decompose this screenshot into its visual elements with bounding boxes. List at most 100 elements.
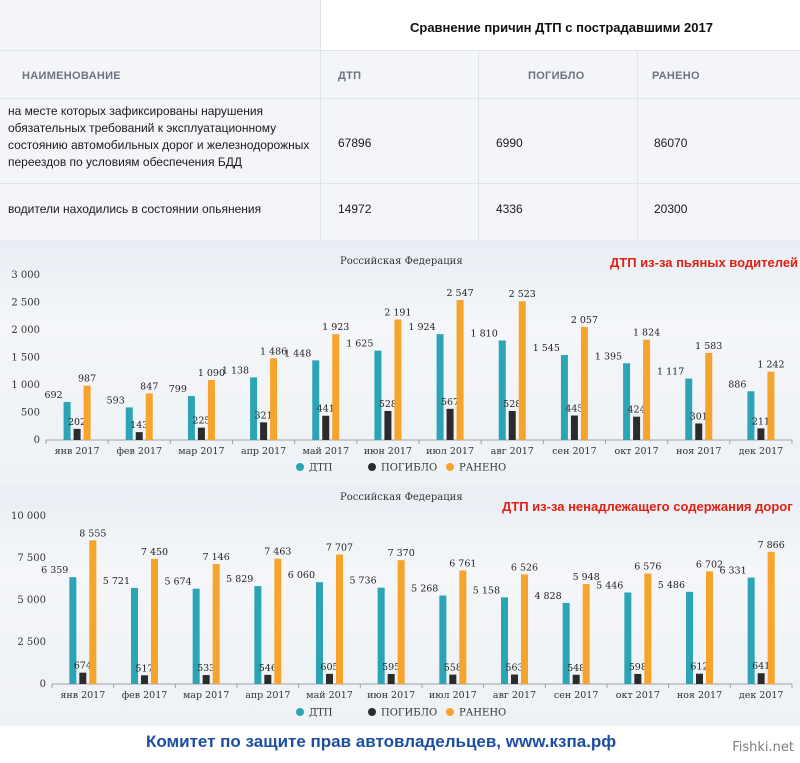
bar-killed	[508, 410, 516, 440]
x-tick-label: авг 2017	[493, 690, 536, 701]
bar-killed	[202, 675, 210, 684]
data-label: 2 547	[446, 288, 473, 299]
data-label: 1 824	[633, 328, 660, 339]
y-tick-label: 500	[21, 408, 40, 419]
comparison-table: Сравнение причин ДТП с пострадавшими 201…	[0, 0, 800, 240]
data-label: 546	[259, 663, 277, 674]
bar-killed	[326, 673, 333, 684]
bar-killed	[387, 674, 395, 684]
x-tick-label: фев 2017	[122, 690, 168, 701]
bar-killed	[511, 674, 518, 684]
data-label: 692	[44, 390, 62, 401]
data-label: 7 450	[141, 547, 168, 558]
bar-killed	[449, 674, 457, 684]
bar-injured	[83, 385, 91, 440]
bar-dtp	[685, 378, 693, 440]
legend-marker	[446, 463, 454, 471]
bar-killed	[757, 428, 765, 440]
data-label: 5 736	[349, 576, 376, 587]
y-tick-label: 2 500	[11, 298, 40, 309]
data-label: 8 555	[79, 528, 106, 539]
data-label: 6 702	[696, 559, 723, 570]
chart-title: ДТП из-за пьяных водителей	[610, 255, 799, 270]
bar-injured	[582, 584, 590, 684]
bar-dtp	[439, 595, 447, 684]
table-cell-dtp: 67896	[338, 136, 372, 150]
bar-injured	[145, 393, 153, 440]
data-label: 1 545	[533, 343, 560, 354]
table-row-name: на месте которых зафиксированы нарушения…	[8, 104, 310, 169]
bar-injured	[89, 540, 97, 684]
bar-dtp	[498, 340, 506, 440]
data-label: 1 395	[595, 351, 622, 362]
data-label: 799	[169, 384, 187, 395]
x-tick-label: янв 2017	[60, 690, 105, 701]
data-label: 7 866	[758, 540, 785, 551]
x-tick-label: фев 2017	[116, 446, 162, 457]
data-label: 5 948	[573, 572, 600, 583]
data-label: 987	[78, 374, 96, 385]
data-label: 1 583	[695, 341, 722, 352]
bar-killed	[757, 673, 765, 684]
table-cell-injured: 20300	[654, 202, 688, 216]
legend-marker	[296, 708, 304, 716]
legend-label: ПОГИБЛО	[381, 708, 437, 719]
data-label: 441	[317, 404, 335, 415]
y-tick-label: 0	[40, 679, 46, 690]
x-tick-label: сен 2017	[552, 446, 596, 457]
watermark: Fishki.net	[732, 740, 794, 755]
bar-killed	[634, 673, 642, 684]
legend-label: ДТП	[309, 463, 333, 474]
chart-plot: 0 500 1 000 1 500 2 000 2 500 3 000 692 202 987 ян…	[11, 270, 793, 474]
bar-dtp	[686, 591, 693, 684]
x-tick-label: май 2017	[306, 690, 353, 701]
bar-dtp	[192, 588, 200, 684]
x-tick-label: июл 2017	[426, 446, 474, 457]
data-label: 6 576	[634, 562, 661, 573]
bar-killed	[570, 415, 578, 440]
table-title: Сравнение причин ДТП с пострадавшими 201…	[410, 20, 713, 35]
y-tick-label: 10 000	[11, 511, 46, 522]
x-tick-label: июн 2017	[364, 446, 412, 457]
table-cell-dtp: 14972	[338, 202, 372, 216]
data-label: 1 138	[222, 365, 249, 376]
data-label: 1 810	[471, 328, 498, 339]
data-label: 5 446	[596, 581, 623, 592]
x-tick-label: мар 2017	[183, 690, 229, 701]
data-label: 5 268	[411, 583, 438, 594]
bar-dtp	[747, 577, 755, 684]
chart-plot: 0 2 500 5 000 7 500 10 000 6 359 674 8 555 янв 2…	[11, 511, 793, 719]
chart-drunk-drivers: Российская Федерация ДТП из-за пьяных во…	[0, 240, 800, 486]
bar-dtp	[63, 401, 71, 440]
x-tick-label: июл 2017	[429, 690, 477, 701]
bar-injured	[767, 551, 775, 684]
bar-injured	[518, 301, 526, 440]
data-label: 1 090	[198, 368, 225, 379]
y-tick-label: 2 000	[11, 325, 40, 336]
data-label: 7 146	[203, 552, 230, 563]
data-label: 1 625	[346, 339, 373, 350]
bar-dtp	[624, 592, 632, 684]
data-label: 6 761	[449, 558, 476, 569]
footer: Комитет по защите прав автовладельцев, w…	[0, 726, 800, 763]
bar-injured	[274, 558, 282, 684]
data-label: 563	[505, 663, 523, 674]
column-header-injured: РАНЕНО	[652, 70, 700, 82]
chart-subtitle: Российская Федерация	[340, 256, 463, 267]
data-label: 1 923	[322, 322, 349, 333]
x-tick-label: окт 2017	[616, 690, 660, 701]
table-divider	[637, 50, 638, 240]
bar-dtp	[250, 377, 258, 440]
table-divider	[320, 50, 321, 240]
data-label: 2 523	[509, 289, 536, 300]
bar-dtp	[436, 334, 444, 440]
x-tick-label: окт 2017	[615, 446, 659, 457]
data-label: 6 060	[288, 570, 315, 581]
bar-dtp	[747, 391, 755, 440]
bar-injured	[521, 574, 528, 684]
data-label: 424	[628, 405, 646, 416]
bar-killed	[135, 432, 143, 440]
y-tick-label: 2 500	[17, 637, 46, 648]
data-label: 5 158	[473, 585, 500, 596]
bar-injured	[336, 554, 343, 684]
